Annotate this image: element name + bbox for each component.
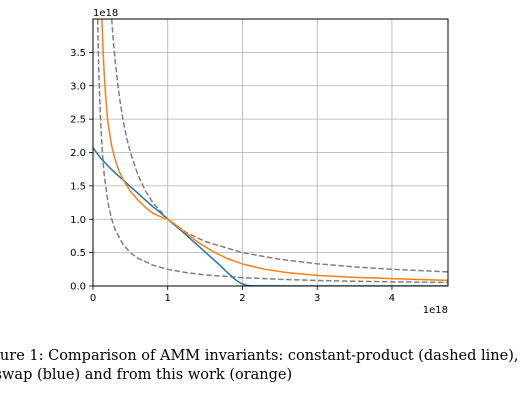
x-tick-label: 0 [90,293,96,304]
y-axis: 0.0 0.5 1.0 1.5 2.0 2.5 3.0 3.5 [70,48,93,293]
x-tick-label: 1 [165,293,171,304]
y-tick-label: 1.0 [70,215,86,226]
x-offset-label: 1e18 [423,305,448,316]
x-tick-label: 2 [239,293,245,304]
x-axis: 0 1 2 3 4 [90,286,395,304]
y-tick-label: 2.5 [70,115,86,126]
figure-caption: igure 1: Comparison of AMM invariants: c… [0,348,520,383]
y-tick-label: 3.5 [70,48,86,59]
y-tick-label: 3.0 [70,81,86,92]
x-tick-label: 4 [389,293,395,304]
series-line-2 [93,147,448,286]
y-tick-label: 1.5 [70,181,86,192]
series-line-3 [101,19,448,282]
invariant-chart: 0 1 2 3 4 0.0 0.5 1.0 1.5 2.0 2.5 3.0 3.5 1e18 1e18 [70,8,449,316]
y-offset-label: 1e18 [93,8,118,19]
series-line-0 [96,19,448,284]
y-tick-label: 0.5 [70,248,86,259]
y-tick-label: 2.0 [70,148,86,159]
x-tick-label: 3 [314,293,320,304]
y-tick-label: 0.0 [70,282,86,293]
grid-lines [92,19,448,287]
series-line-1 [110,19,448,273]
